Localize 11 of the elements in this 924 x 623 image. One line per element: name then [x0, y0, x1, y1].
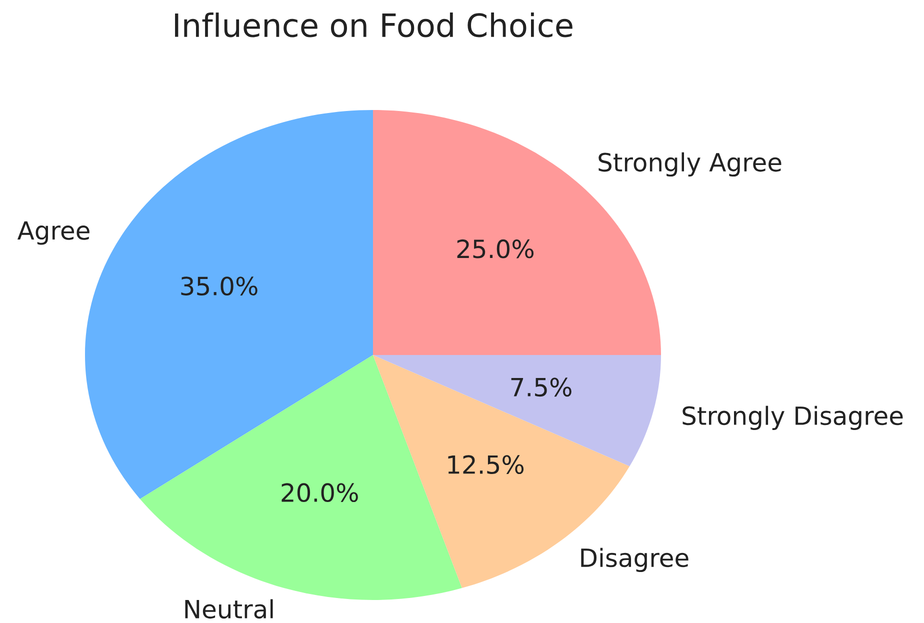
- data-label: 35.0%: [181, 276, 258, 296]
- slice-label: Strongly Agree: [598, 152, 782, 177]
- data-label: 25.0%: [457, 239, 534, 258]
- data-label: 20.0%: [282, 483, 358, 502]
- slice-label: Agree: [17, 221, 90, 245]
- slice-label: Strongly Disagree: [682, 406, 903, 430]
- slice-label: Neutral: [185, 599, 273, 619]
- slice-label: Disagree: [581, 548, 688, 572]
- chart-title: Influence on Food Choice: [175, 12, 572, 38]
- data-label: 7.5%: [511, 378, 572, 397]
- data-label: 12.5%: [448, 455, 524, 474]
